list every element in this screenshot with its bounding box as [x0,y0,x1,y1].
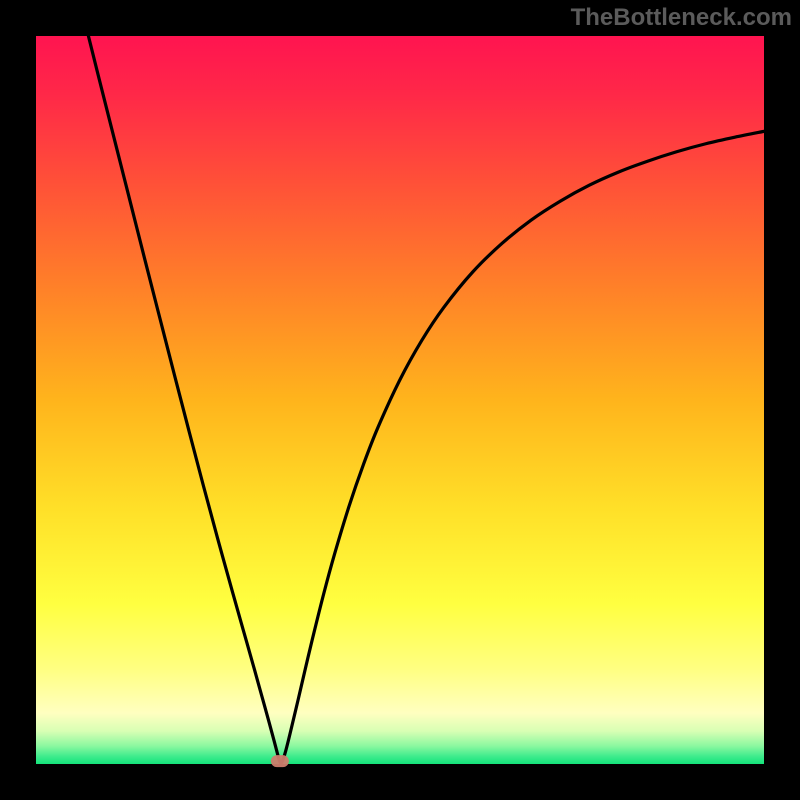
minimum-marker [271,755,289,767]
plot-background [36,36,764,764]
watermark-text: TheBottleneck.com [571,4,792,32]
chart-container: TheBottleneck.com [0,0,800,800]
bottleneck-chart [0,0,800,800]
